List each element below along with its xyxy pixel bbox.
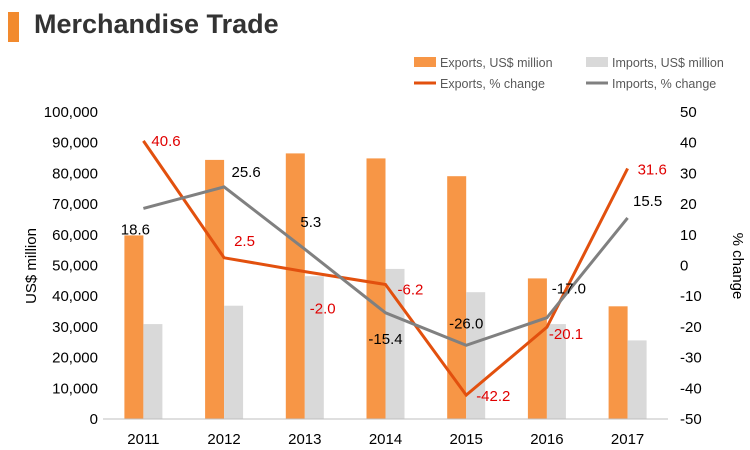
y-left-tick-label: 80,000 — [52, 165, 98, 182]
y-right-tick-label: 10 — [680, 227, 697, 244]
data-label-exports-pct: -20.1 — [549, 326, 583, 343]
bar-exports-2014 — [366, 158, 386, 419]
bar-imports-2012 — [224, 305, 244, 419]
bar-imports-2013 — [304, 276, 324, 419]
y-right-tick-label: -30 — [680, 350, 702, 367]
y-left-tick-label: 90,000 — [52, 135, 98, 152]
legend-swatch — [586, 57, 608, 67]
bar-imports-2011 — [143, 324, 163, 419]
x-tick-label: 2017 — [611, 431, 644, 448]
data-label-imports-pct: 25.6 — [231, 164, 260, 181]
bar-exports-2013 — [285, 153, 305, 419]
data-label-imports-pct: 5.3 — [300, 214, 321, 231]
y-right-tick-label: 0 — [680, 258, 688, 275]
y-right-tick-label: 20 — [680, 196, 697, 213]
y-left-tick-label: 100,000 — [44, 104, 98, 121]
y-right-tick-label: 50 — [680, 104, 697, 121]
line-imports-pct-change — [143, 185, 629, 347]
data-label-exports-pct: -2.0 — [310, 301, 336, 318]
x-tick-label: 2016 — [530, 431, 563, 448]
bar-exports-2016 — [527, 278, 547, 419]
data-label-imports-pct: 18.6 — [121, 221, 150, 238]
bar-exports-2012 — [205, 159, 225, 419]
legend-label: Exports, % change — [440, 77, 545, 91]
y-right-axis-title: % change — [729, 233, 746, 300]
x-tick-label: 2014 — [369, 431, 402, 448]
data-label-exports-pct: -42.2 — [476, 388, 510, 405]
x-tick-label: 2015 — [450, 431, 483, 448]
legend-label: Imports, US$ million — [612, 56, 724, 70]
chart-title: Merchandise Trade — [34, 9, 279, 39]
legend-label: Imports, % change — [612, 77, 716, 91]
y-left-tick-label: 60,000 — [52, 227, 98, 244]
legend-label: Exports, US$ million — [440, 56, 553, 70]
y-left-axis-title: US$ million — [23, 228, 40, 304]
bar-imports-2016 — [546, 324, 566, 419]
bar-imports-2015 — [466, 292, 486, 419]
y-left-tick-label: 20,000 — [52, 350, 98, 367]
y-right-tick-label: -50 — [680, 411, 702, 428]
x-tick-label: 2012 — [207, 431, 240, 448]
bar-imports-2017 — [627, 340, 647, 419]
data-label-exports-pct: 31.6 — [638, 162, 667, 179]
y-left-tick-label: 50,000 — [52, 258, 98, 275]
y-left-tick-label: 40,000 — [52, 288, 98, 305]
x-tick-label: 2013 — [288, 431, 321, 448]
bar-exports-2017 — [608, 306, 628, 419]
data-label-imports-pct: -26.0 — [449, 315, 483, 332]
data-label-imports-pct: -15.4 — [368, 331, 402, 348]
bar-exports-2011 — [124, 235, 144, 419]
x-tick-label: 2011 — [127, 431, 159, 448]
data-label-exports-pct: 2.5 — [234, 233, 255, 250]
data-label-imports-pct: 15.5 — [633, 193, 662, 210]
legend-swatch — [414, 57, 436, 67]
y-left-tick-label: 30,000 — [52, 319, 98, 336]
y-left-tick-label: 70,000 — [52, 196, 98, 213]
y-right-tick-label: -40 — [680, 380, 702, 397]
title-accent-bar — [8, 12, 19, 42]
data-label-imports-pct: -17.0 — [552, 281, 586, 298]
bar-exports-2015 — [447, 176, 467, 419]
y-right-tick-label: -10 — [680, 288, 702, 305]
y-left-tick-label: 10,000 — [52, 380, 98, 397]
y-left-tick-label: 0 — [90, 411, 98, 428]
line-exports-pct-change — [142, 140, 629, 398]
y-right-tick-label: 30 — [680, 165, 697, 182]
data-label-exports-pct: -6.2 — [398, 282, 424, 299]
data-label-exports-pct: 40.6 — [151, 133, 180, 150]
y-right-tick-label: -20 — [680, 319, 702, 336]
y-right-tick-label: 40 — [680, 135, 697, 152]
